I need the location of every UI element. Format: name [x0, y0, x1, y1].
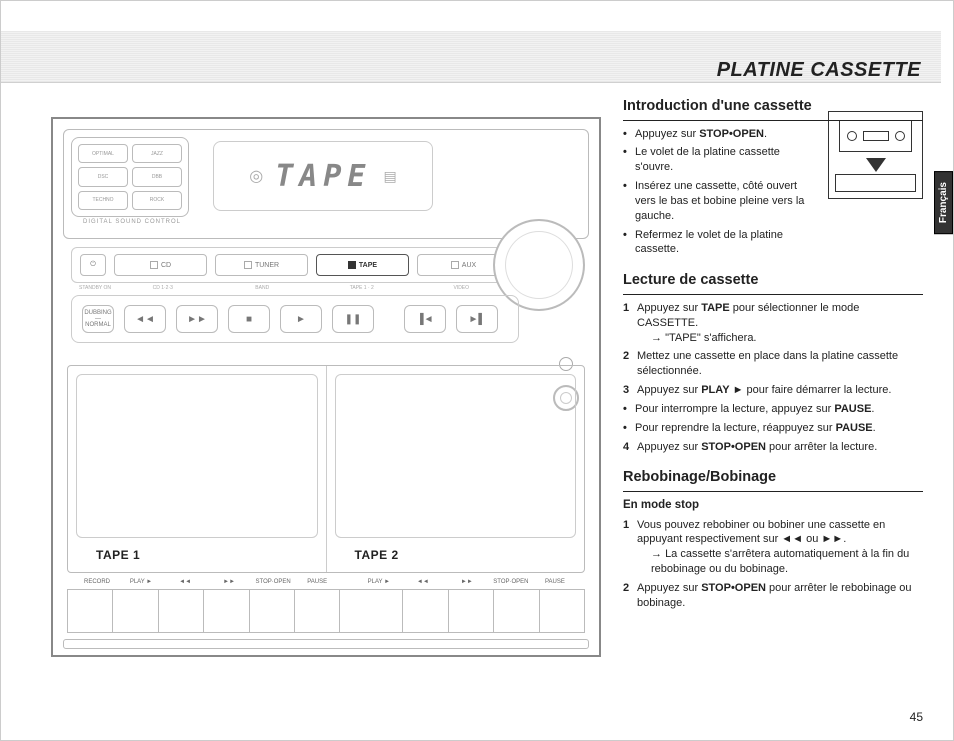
intro-item: Le volet de la platine cassette s'ouvre.: [623, 145, 811, 175]
lecture-step: Appuyez sur STOP•OPEN pour arrêter la le…: [623, 440, 923, 455]
lecture-list: Appuyez sur TAPE pour sélectionner le mo…: [623, 301, 923, 398]
language-tab: Français: [934, 171, 953, 234]
signal-icon: ▤: [383, 168, 396, 185]
intro-list: Appuyez sur STOP•OPEN. Le volet de la pl…: [623, 127, 811, 258]
rewind-button: ◄◄: [124, 305, 166, 333]
dsc-btn: DBB: [132, 167, 182, 186]
rebo-list: Vous pouvez rebobiner ou bobiner une cas…: [623, 518, 923, 611]
dsc-btn: OPTIMAL: [78, 144, 128, 163]
ffwd-button: ►►: [176, 305, 218, 333]
play-button: ►: [280, 305, 322, 333]
lecture-substep: "TAPE" s'affichera.: [637, 331, 923, 346]
source-sublabels: STANDBY ON CD 1·2·3 BAND TAPE 1 · 2 VIDE…: [79, 285, 511, 291]
instructions-column: Introduction d'une cassette Appuyez sur …: [623, 97, 923, 615]
lecture-step: Mettez une cassette en place dans la pla…: [623, 349, 923, 379]
intro-item: Refermez le volet de la platine cassette…: [623, 228, 811, 258]
section-heading-intro: Introduction d'une cassette: [623, 97, 923, 121]
deck-button-labels: RECORD PLAY ► ◄◄ ►► STOP·OPEN PAUSE PLAY…: [75, 579, 577, 585]
cd-icon: ◎: [249, 166, 263, 186]
lecture-note: Pour reprendre la lecture, réappuyez sur…: [623, 421, 923, 436]
source-row: ⏻ CD TUNER TAPE AUX: [71, 247, 519, 283]
lecture-list-cont: Appuyez sur STOP•OPEN pour arrêter la le…: [623, 440, 923, 455]
mode-button: DUBBING—NORMAL: [82, 305, 114, 333]
page-title: PLATINE CASSETTE: [717, 59, 921, 82]
dsc-btn: DSC: [78, 167, 128, 186]
dsc-label: DIGITAL SOUND CONTROL: [83, 219, 181, 225]
rebo-step: Vous pouvez rebobiner ou bobiner une cas…: [623, 518, 923, 577]
tape-button: TAPE: [316, 254, 409, 276]
power-button: ⏻: [80, 254, 106, 276]
page-number: 45: [910, 710, 923, 724]
section-heading-rebo: Rebobinage/Bobinage: [623, 468, 923, 492]
intro-item: Appuyez sur STOP•OPEN.: [623, 127, 811, 142]
section-heading-lecture: Lecture de cassette: [623, 271, 923, 295]
transport-row: DUBBING—NORMAL ◄◄ ►► ■ ► ❚❚ ▐◄ ►▌: [71, 295, 519, 343]
lecture-step: Appuyez sur TAPE pour sélectionner le mo…: [623, 301, 923, 346]
deck-buttons-row: [67, 589, 585, 633]
dsc-btn: JAZZ: [132, 144, 182, 163]
device-display: ◎ TAPE ▤: [213, 141, 433, 211]
dsc-btn: ROCK: [132, 191, 182, 210]
deck-1: TAPE 1: [68, 366, 327, 572]
lecture-step: Appuyez sur PLAY ► pour faire démarrer l…: [623, 383, 923, 398]
rebo-step: Appuyez sur STOP•OPEN pour arrêter le re…: [623, 581, 923, 611]
device-base: [63, 639, 589, 649]
dsc-button-grid: OPTIMAL JAZZ DSC DBB TECHNO ROCK: [71, 137, 189, 217]
cassette-decks: TAPE 1 TAPE 2: [67, 365, 585, 573]
manual-page: PLATINE CASSETTE Français OPTIMAL JAZZ D…: [0, 0, 954, 741]
deck-2: TAPE 2: [327, 366, 585, 572]
display-text: TAPE: [275, 159, 371, 194]
next-button: ►▌: [456, 305, 498, 333]
pause-button: ❚❚: [332, 305, 374, 333]
tuner-button: TUNER: [215, 254, 308, 276]
cd-button: CD: [114, 254, 207, 276]
lecture-note: Pour interrompre la lecture, appuyez sur…: [623, 402, 923, 417]
stop-button: ■: [228, 305, 270, 333]
rebo-subheading: En mode stop: [623, 498, 923, 514]
dsc-btn: TECHNO: [78, 191, 128, 210]
rebo-substep: La cassette s'arrêtera automatiquement à…: [637, 547, 923, 577]
lecture-notes: Pour interrompre la lecture, appuyez sur…: [623, 402, 923, 436]
prev-button: ▐◄: [404, 305, 446, 333]
intro-item: Insérez une cassette, côté ouvert vers l…: [623, 179, 811, 224]
device-illustration: OPTIMAL JAZZ DSC DBB TECHNO ROCK DIGITAL…: [51, 117, 601, 657]
